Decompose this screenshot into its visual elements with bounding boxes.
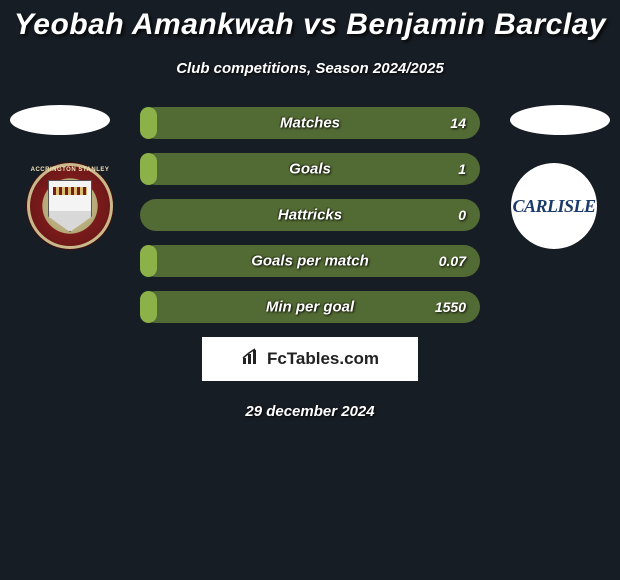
stat-bar-row: Min per goal 1550 — [140, 291, 480, 323]
stat-bar-label: Min per goal — [266, 299, 354, 316]
stat-bar-value: 0.07 — [439, 253, 466, 269]
right-club-badge: CARLISLE — [511, 163, 597, 249]
left-badge-ring-text: ACCRINGTON STANLEY — [27, 167, 113, 173]
stat-bar-value: 1 — [458, 161, 466, 177]
stat-bar-row: Hattricks 0 — [140, 199, 480, 231]
stat-bar-label: Goals — [289, 161, 331, 178]
stat-bar-label: Goals per match — [251, 253, 369, 270]
stat-bar-fill — [140, 107, 157, 139]
stat-bars: Matches 14 Goals 1 Hattricks 0 Goals per match… — [140, 107, 480, 323]
stat-bar-value: 0 — [458, 207, 466, 223]
right-player-oval — [510, 105, 610, 135]
subtitle: Club competitions, Season 2024/2025 — [0, 60, 620, 77]
left-badge-crest — [48, 180, 92, 232]
stat-bar-value: 14 — [450, 115, 466, 131]
stat-bar-fill — [140, 245, 157, 277]
date-text: 29 december 2024 — [0, 403, 620, 420]
stat-bar-row: Goals 1 — [140, 153, 480, 185]
stat-bar-label: Matches — [280, 115, 340, 132]
stat-bar-fill — [140, 291, 157, 323]
stat-bar-fill — [140, 153, 157, 185]
stat-bar-label: Hattricks — [278, 207, 342, 224]
stat-bar-row: Matches 14 — [140, 107, 480, 139]
comparison-area: ACCRINGTON STANLEY CARLISLE Matches 14 Goa… — [0, 107, 620, 323]
stat-bar-value: 1550 — [435, 299, 466, 315]
page-title: Yeobah Amankwah vs Benjamin Barclay — [0, 0, 620, 42]
right-badge-text: CARLISLE — [512, 196, 595, 217]
site-attribution: FcTables.com — [202, 337, 418, 381]
left-club-badge: ACCRINGTON STANLEY — [27, 163, 113, 249]
bar-chart-icon — [241, 348, 261, 371]
left-player-oval — [10, 105, 110, 135]
site-text: FcTables.com — [267, 349, 379, 369]
stat-bar-row: Goals per match 0.07 — [140, 245, 480, 277]
